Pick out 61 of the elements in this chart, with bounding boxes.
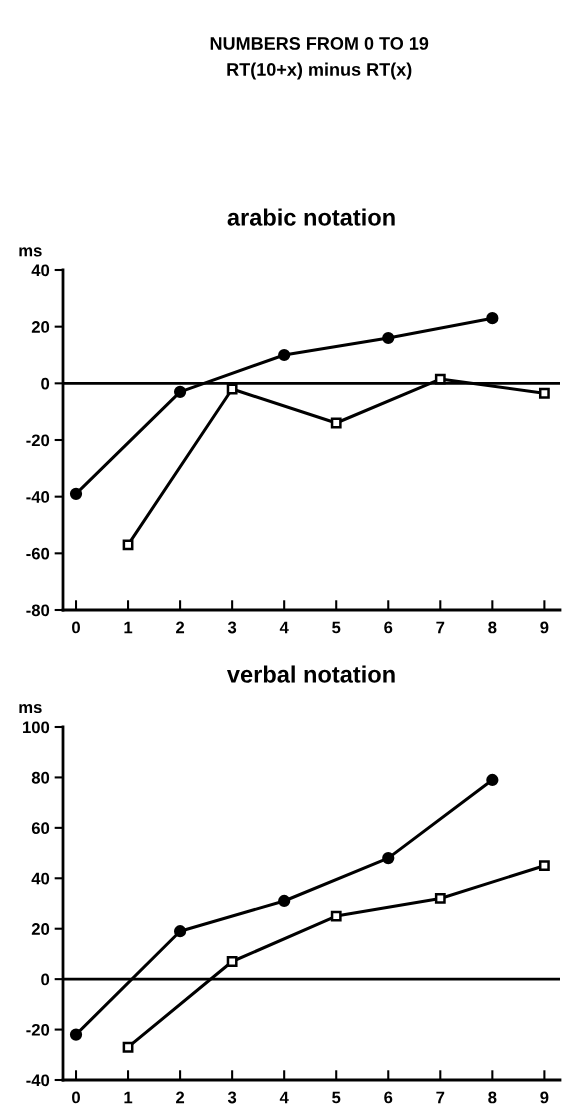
point	[173, 385, 187, 398]
x-tick-label: 0	[72, 621, 80, 634]
point	[226, 383, 238, 395]
point	[278, 348, 291, 362]
y-tick-label: -20	[26, 434, 50, 447]
text: RT(10+x) minus RT(x)	[227, 62, 412, 80]
y-tick-label: 0	[41, 973, 50, 986]
y-tick-label: 20	[31, 321, 50, 333]
point	[382, 852, 395, 865]
x-tick-label: 1	[124, 621, 133, 634]
x-tick-label: 2	[176, 621, 185, 634]
point	[173, 925, 187, 938]
point	[434, 893, 446, 904]
x-tick-label: 9	[540, 1091, 549, 1104]
y-tick-label: -60	[26, 547, 50, 560]
y-tick-label: -20	[26, 1023, 50, 1036]
chart-title: verbal notation	[226, 665, 395, 683]
y-tick-label: 100	[23, 721, 50, 734]
x-tick-label: 1	[124, 1091, 133, 1104]
x-tick-label: 9	[540, 621, 549, 634]
x-tick-label: 7	[436, 621, 445, 634]
y-axis-title: ms	[19, 703, 42, 714]
point	[330, 417, 342, 429]
point	[538, 387, 550, 399]
chart-title: arabic notation	[227, 208, 395, 226]
x-tick-label: 2	[176, 1091, 185, 1104]
y-tick-label: 80	[31, 771, 50, 784]
point	[278, 894, 291, 908]
x-tick-label: 3	[227, 1091, 237, 1104]
text: NUMBERS FROM 0 TO 19	[210, 37, 429, 50]
y-tick-label: -40	[26, 491, 50, 503]
y-tick-label: 0	[41, 377, 50, 390]
x-tick-label: 5	[332, 621, 341, 634]
y-tick-label: 40	[31, 872, 50, 885]
point	[69, 487, 83, 500]
point	[486, 312, 499, 325]
point	[122, 539, 134, 551]
x-tick-label: 6	[384, 1091, 393, 1104]
x-tick-label: 0	[72, 1091, 80, 1104]
x-tick-label: 6	[384, 621, 393, 634]
y-axis-title: ms	[19, 247, 42, 257]
point	[486, 773, 499, 787]
y-tick-label: -40	[26, 1074, 50, 1087]
point	[226, 956, 238, 967]
point	[538, 860, 550, 872]
point	[382, 331, 395, 345]
x-tick-label: 4	[279, 1091, 289, 1104]
point	[434, 373, 446, 385]
x-tick-label: 8	[488, 1091, 497, 1104]
y-tick-label: 60	[31, 822, 50, 835]
x-tick-label: 7	[436, 1091, 445, 1104]
x-tick-label: 8	[488, 621, 497, 634]
x-tick-label: 5	[332, 1091, 341, 1104]
x-tick-label: 3	[227, 621, 237, 634]
point	[69, 1028, 83, 1041]
point	[330, 910, 342, 922]
y-tick-label: 20	[31, 923, 50, 935]
point	[122, 1041, 134, 1053]
x-tick-label: 4	[279, 621, 289, 634]
y-tick-label: -80	[26, 604, 50, 617]
y-tick-label: 40	[31, 264, 50, 277]
